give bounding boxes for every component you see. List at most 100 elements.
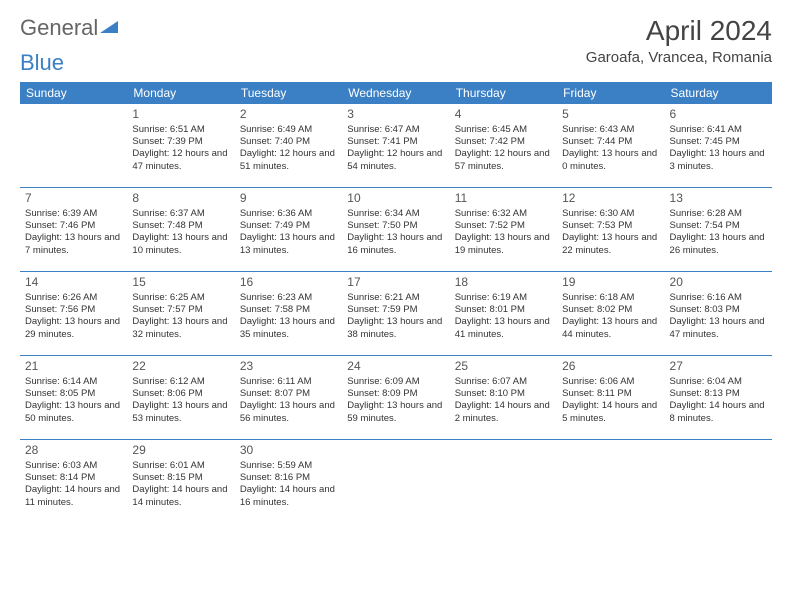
day-number: 9 bbox=[240, 191, 337, 207]
calendar-cell: 30Sunrise: 5:59 AMSunset: 8:16 PMDayligh… bbox=[235, 440, 342, 524]
sunset-text: Sunset: 8:13 PM bbox=[670, 388, 767, 400]
sunset-text: Sunset: 7:54 PM bbox=[670, 220, 767, 232]
sunset-text: Sunset: 8:07 PM bbox=[240, 388, 337, 400]
sunrise-text: Sunrise: 6:14 AM bbox=[25, 376, 122, 388]
logo-text-blue: Blue bbox=[20, 50, 64, 75]
day-number: 1 bbox=[132, 107, 229, 123]
calendar-cell: 2Sunrise: 6:49 AMSunset: 7:40 PMDaylight… bbox=[235, 104, 342, 188]
calendar-cell: 16Sunrise: 6:23 AMSunset: 7:58 PMDayligh… bbox=[235, 272, 342, 356]
daylight-text: Daylight: 13 hours and 22 minutes. bbox=[562, 232, 659, 257]
day-header: Sunday bbox=[20, 82, 127, 104]
day-header: Friday bbox=[557, 82, 664, 104]
day-number: 11 bbox=[455, 191, 552, 207]
daylight-text: Daylight: 13 hours and 53 minutes. bbox=[132, 400, 229, 425]
sunrise-text: Sunrise: 6:03 AM bbox=[25, 460, 122, 472]
logo: General bbox=[20, 15, 118, 41]
calendar-cell bbox=[450, 440, 557, 524]
sunrise-text: Sunrise: 6:36 AM bbox=[240, 208, 337, 220]
day-header: Tuesday bbox=[235, 82, 342, 104]
day-number: 25 bbox=[455, 359, 552, 375]
calendar-cell: 9Sunrise: 6:36 AMSunset: 7:49 PMDaylight… bbox=[235, 188, 342, 272]
calendar-cell: 12Sunrise: 6:30 AMSunset: 7:53 PMDayligh… bbox=[557, 188, 664, 272]
daylight-text: Daylight: 13 hours and 32 minutes. bbox=[132, 316, 229, 341]
day-number: 10 bbox=[347, 191, 444, 207]
calendar-cell: 21Sunrise: 6:14 AMSunset: 8:05 PMDayligh… bbox=[20, 356, 127, 440]
calendar-week-row: 7Sunrise: 6:39 AMSunset: 7:46 PMDaylight… bbox=[20, 188, 772, 272]
daylight-text: Daylight: 13 hours and 19 minutes. bbox=[455, 232, 552, 257]
calendar-cell: 17Sunrise: 6:21 AMSunset: 7:59 PMDayligh… bbox=[342, 272, 449, 356]
sunset-text: Sunset: 7:56 PM bbox=[25, 304, 122, 316]
sunset-text: Sunset: 7:49 PM bbox=[240, 220, 337, 232]
day-number: 20 bbox=[670, 275, 767, 291]
daylight-text: Daylight: 13 hours and 35 minutes. bbox=[240, 316, 337, 341]
day-number: 28 bbox=[25, 443, 122, 459]
calendar-cell: 27Sunrise: 6:04 AMSunset: 8:13 PMDayligh… bbox=[665, 356, 772, 440]
sunrise-text: Sunrise: 6:16 AM bbox=[670, 292, 767, 304]
daylight-text: Daylight: 13 hours and 10 minutes. bbox=[132, 232, 229, 257]
day-number: 15 bbox=[132, 275, 229, 291]
sunrise-text: Sunrise: 6:19 AM bbox=[455, 292, 552, 304]
sunset-text: Sunset: 8:01 PM bbox=[455, 304, 552, 316]
sunset-text: Sunset: 8:16 PM bbox=[240, 472, 337, 484]
sunrise-text: Sunrise: 6:45 AM bbox=[455, 124, 552, 136]
day-number: 19 bbox=[562, 275, 659, 291]
calendar-cell: 19Sunrise: 6:18 AMSunset: 8:02 PMDayligh… bbox=[557, 272, 664, 356]
calendar-week-row: 1Sunrise: 6:51 AMSunset: 7:39 PMDaylight… bbox=[20, 104, 772, 188]
daylight-text: Daylight: 14 hours and 5 minutes. bbox=[562, 400, 659, 425]
day-number: 27 bbox=[670, 359, 767, 375]
day-header: Wednesday bbox=[342, 82, 449, 104]
calendar-cell: 10Sunrise: 6:34 AMSunset: 7:50 PMDayligh… bbox=[342, 188, 449, 272]
sunrise-text: Sunrise: 6:32 AM bbox=[455, 208, 552, 220]
sunrise-text: Sunrise: 6:12 AM bbox=[132, 376, 229, 388]
sunset-text: Sunset: 7:50 PM bbox=[347, 220, 444, 232]
sunset-text: Sunset: 7:45 PM bbox=[670, 136, 767, 148]
logo-triangle-icon bbox=[100, 15, 118, 41]
calendar-week-row: 28Sunrise: 6:03 AMSunset: 8:14 PM Dayligh… bbox=[20, 440, 772, 524]
sunrise-text: Sunrise: 6:37 AM bbox=[132, 208, 229, 220]
sunset-text: Sunset: 8:10 PM bbox=[455, 388, 552, 400]
daylight-text: Daylight: 13 hours and 47 minutes. bbox=[670, 316, 767, 341]
day-number: 2 bbox=[240, 107, 337, 123]
sunrise-text: Sunrise: 6:04 AM bbox=[670, 376, 767, 388]
day-number: 17 bbox=[347, 275, 444, 291]
sunrise-text: Sunrise: 6:39 AM bbox=[25, 208, 122, 220]
sunrise-text: Sunrise: 6:30 AM bbox=[562, 208, 659, 220]
calendar-cell: 24Sunrise: 6:09 AMSunset: 8:09 PMDayligh… bbox=[342, 356, 449, 440]
daylight-text: Daylight: 13 hours and 29 minutes. bbox=[25, 316, 122, 341]
sunset-text: Sunset: 7:52 PM bbox=[455, 220, 552, 232]
day-number: 8 bbox=[132, 191, 229, 207]
daylight-text: Daylight: 14 hours and 16 minutes. bbox=[240, 484, 337, 509]
sunrise-text: Sunrise: 6:28 AM bbox=[670, 208, 767, 220]
day-number: 18 bbox=[455, 275, 552, 291]
calendar-cell: 14Sunrise: 6:26 AMSunset: 7:56 PMDayligh… bbox=[20, 272, 127, 356]
daylight-text: Daylight: 13 hours and 0 minutes. bbox=[562, 148, 659, 173]
calendar-cell: 11Sunrise: 6:32 AMSunset: 7:52 PMDayligh… bbox=[450, 188, 557, 272]
sunset-text: Sunset: 7:58 PM bbox=[240, 304, 337, 316]
sunrise-text: Sunrise: 6:21 AM bbox=[347, 292, 444, 304]
calendar-cell: 15Sunrise: 6:25 AMSunset: 7:57 PMDayligh… bbox=[127, 272, 234, 356]
calendar-cell bbox=[557, 440, 664, 524]
day-number: 7 bbox=[25, 191, 122, 207]
sunset-text: Sunset: 7:53 PM bbox=[562, 220, 659, 232]
calendar-header-row: SundayMondayTuesdayWednesdayThursdayFrid… bbox=[20, 82, 772, 104]
daylight-text: Daylight: 12 hours and 51 minutes. bbox=[240, 148, 337, 173]
calendar-cell: 3Sunrise: 6:47 AMSunset: 7:41 PMDaylight… bbox=[342, 104, 449, 188]
calendar-cell: 7Sunrise: 6:39 AMSunset: 7:46 PMDaylight… bbox=[20, 188, 127, 272]
sunset-text: Sunset: 8:11 PM bbox=[562, 388, 659, 400]
sunset-text: Sunset: 8:14 PM bbox=[25, 472, 122, 484]
day-number: 23 bbox=[240, 359, 337, 375]
daylight-text: Daylight: 13 hours and 3 minutes. bbox=[670, 148, 767, 173]
sunrise-text: Sunrise: 6:11 AM bbox=[240, 376, 337, 388]
calendar-cell: 18Sunrise: 6:19 AMSunset: 8:01 PMDayligh… bbox=[450, 272, 557, 356]
calendar-cell: 4Sunrise: 6:45 AMSunset: 7:42 PMDaylight… bbox=[450, 104, 557, 188]
sunrise-text: Sunrise: 6:18 AM bbox=[562, 292, 659, 304]
day-header: Monday bbox=[127, 82, 234, 104]
daylight-text: Daylight: 12 hours and 47 minutes. bbox=[132, 148, 229, 173]
sunrise-text: Sunrise: 6:26 AM bbox=[25, 292, 122, 304]
calendar-cell: 28Sunrise: 6:03 AMSunset: 8:14 PMDayligh… bbox=[20, 440, 127, 524]
day-number: 13 bbox=[670, 191, 767, 207]
daylight-text: Daylight: 14 hours and 2 minutes. bbox=[455, 400, 552, 425]
daylight-text: Daylight: 12 hours and 54 minutes. bbox=[347, 148, 444, 173]
calendar-cell: 26Sunrise: 6:06 AMSunset: 8:11 PMDayligh… bbox=[557, 356, 664, 440]
day-number: 16 bbox=[240, 275, 337, 291]
